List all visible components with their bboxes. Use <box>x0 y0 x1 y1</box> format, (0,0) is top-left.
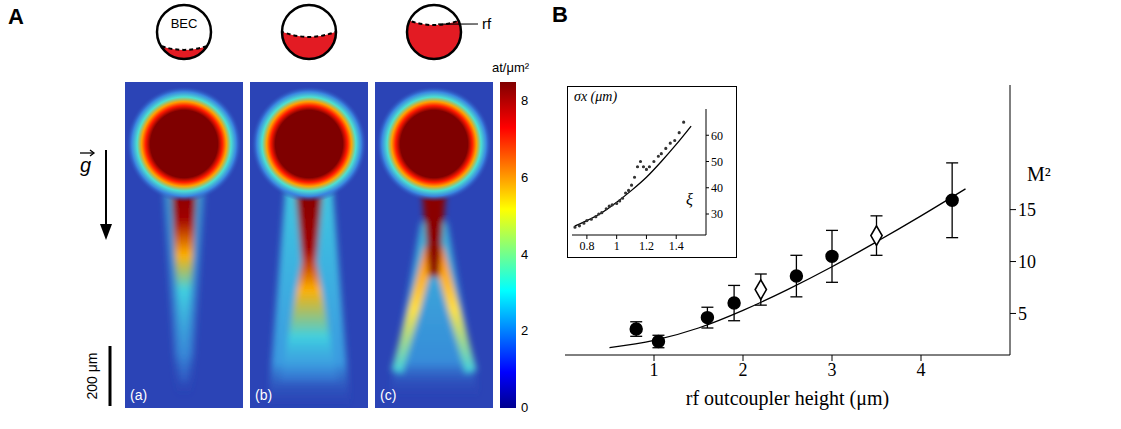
svg-text:1.4: 1.4 <box>669 239 684 253</box>
svg-text:2: 2 <box>521 323 528 338</box>
svg-text:10: 10 <box>1018 252 1036 272</box>
html-text:M²: M² <box>1027 163 1051 185</box>
svg-text:A: A <box>8 4 24 29</box>
svg-text:40: 40 <box>711 181 723 195</box>
html-text:ξ: ξ <box>686 191 693 208</box>
svg-text:50: 50 <box>711 155 723 169</box>
svg-text:30: 30 <box>711 207 723 221</box>
svg-text:(b): (b) <box>255 387 272 403</box>
svg-text:15: 15 <box>1018 200 1036 220</box>
svg-text:200 μm: 200 μm <box>84 353 100 400</box>
svg-text:at/μm²: at/μm² <box>492 60 530 75</box>
svg-text:1: 1 <box>614 239 620 253</box>
svg-text:8: 8 <box>521 93 528 108</box>
svg-text:60: 60 <box>711 129 723 143</box>
svg-text:rf outcoupler height (μm): rf outcoupler height (μm) <box>686 387 889 410</box>
svg-text:4: 4 <box>521 247 528 262</box>
svg-text:0.8: 0.8 <box>579 239 594 253</box>
svg-text:(c): (c) <box>380 387 396 403</box>
svg-text:rf: rf <box>482 15 492 32</box>
svg-text:BEC: BEC <box>171 16 198 31</box>
svg-text:6: 6 <box>521 170 528 185</box>
svg-text:4: 4 <box>917 360 926 380</box>
svg-text:1.2: 1.2 <box>639 239 654 253</box>
svg-text:0: 0 <box>521 400 528 415</box>
svg-text:1: 1 <box>650 360 659 380</box>
svg-text:g: g <box>80 154 91 176</box>
svg-text:2: 2 <box>739 360 748 380</box>
html-text:B: B <box>552 2 568 27</box>
svg-text:3: 3 <box>828 360 837 380</box>
svg-text:(a): (a) <box>130 387 147 403</box>
html-text:σx (μm): σx (μm) <box>574 89 618 104</box>
svg-text:5: 5 <box>1018 304 1027 324</box>
